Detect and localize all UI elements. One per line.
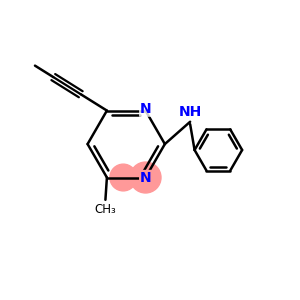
Circle shape (130, 162, 161, 193)
Text: N: N (140, 102, 152, 116)
Text: CH₃: CH₃ (94, 203, 116, 216)
Text: N: N (140, 170, 152, 184)
Text: NH: NH (178, 105, 202, 119)
Circle shape (110, 164, 136, 191)
